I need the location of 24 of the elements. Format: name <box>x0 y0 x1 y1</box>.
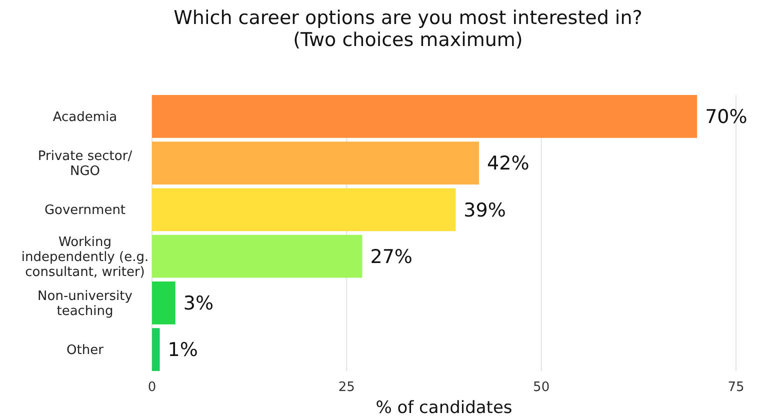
data-label: 27% <box>370 246 412 268</box>
y-tick-label: Government <box>44 203 126 218</box>
data-label: 1% <box>168 339 198 362</box>
y-tick-label: Non-university teaching <box>38 288 133 319</box>
x-tick-label: 25 <box>338 380 355 395</box>
x-axis-title: % of candidates <box>376 398 512 418</box>
bar <box>152 328 160 371</box>
bar <box>152 95 698 138</box>
bar <box>152 188 456 232</box>
bar <box>152 142 480 185</box>
y-tick-label: Private sector/ NGO <box>38 149 133 180</box>
chart-title: Which career options are you most interested in? (Two choices maximum) <box>174 7 642 51</box>
data-label: 70% <box>705 106 748 128</box>
y-tick-label: Academia <box>52 110 118 125</box>
data-label: 39% <box>464 199 506 222</box>
y-tick-label: Working independently (e.g. consultant, writer) <box>21 234 149 280</box>
bar <box>152 234 362 278</box>
y-tick-label: Other <box>66 343 104 358</box>
x-tick-label: 50 <box>533 380 550 395</box>
data-label: 3% <box>183 292 214 315</box>
data-label: 42% <box>487 152 530 175</box>
x-tick-label: 0 <box>148 380 156 395</box>
x-tick-label: 75 <box>728 380 744 395</box>
bar <box>152 281 176 324</box>
